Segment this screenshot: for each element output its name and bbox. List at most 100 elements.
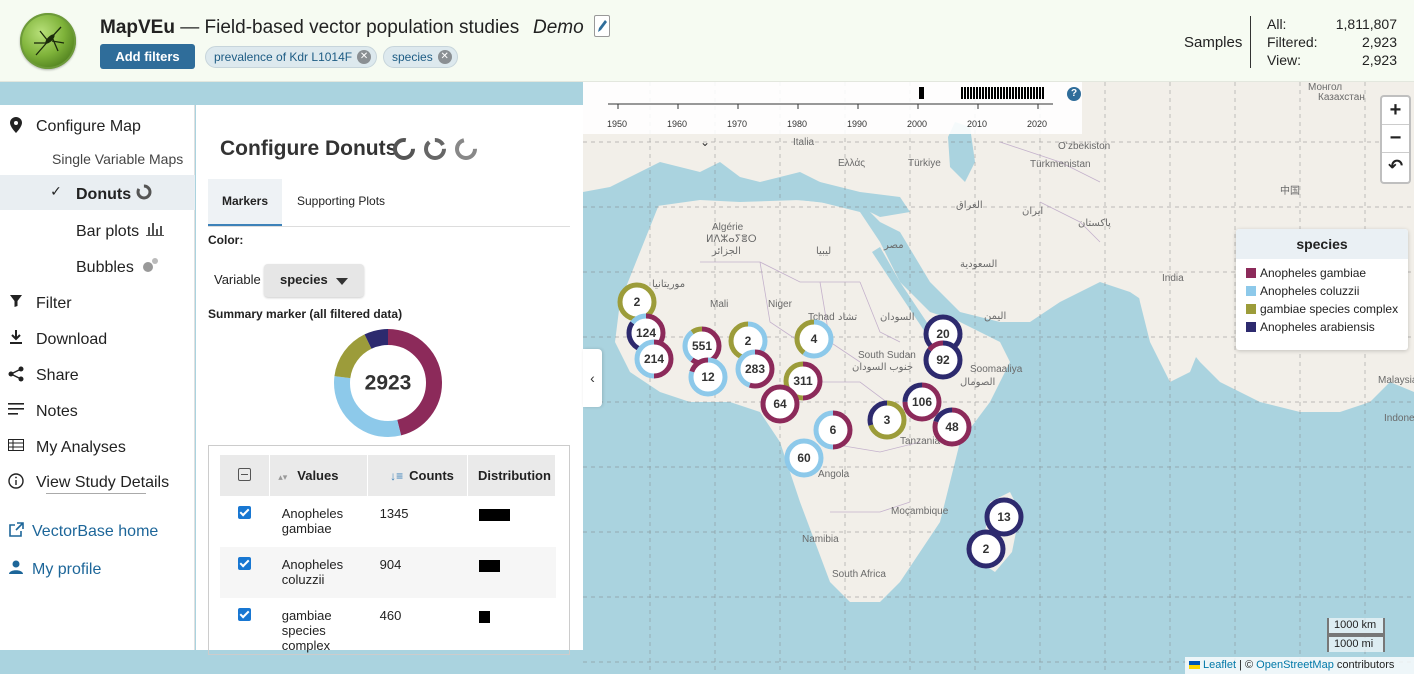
- count-cell: 460: [379, 608, 402, 623]
- map-place-label: جنوب السودان: [852, 362, 914, 373]
- donut-marker[interactable]: 283: [735, 349, 775, 389]
- map-place-label: South Africa: [832, 569, 886, 580]
- sidebar-item-filter[interactable]: Filter: [0, 284, 195, 320]
- donut-marker[interactable]: 214: [634, 339, 674, 379]
- collapse-panel-button[interactable]: ‹: [583, 349, 602, 407]
- values-table: ▴▾ Values ↓≡ Counts Distribution Anopheles…: [220, 455, 556, 653]
- sidebar-item-label: Share: [36, 367, 79, 384]
- sidebar-item-donuts[interactable]: ✓ Donuts: [0, 175, 195, 210]
- tab-supporting-plots[interactable]: Supporting Plots: [296, 194, 386, 208]
- map-place-label: الصومال: [960, 377, 996, 388]
- donut-segment: [626, 313, 666, 353]
- donut-segment: [334, 329, 442, 437]
- marker-count: 48: [945, 420, 959, 434]
- legend-item: gambiae species complex: [1236, 300, 1408, 318]
- marker-count: 64: [773, 397, 787, 411]
- map-place-label: South Sudan: [858, 350, 916, 361]
- donut-marker[interactable]: 311: [783, 361, 823, 401]
- map-scale: 1000 km 1000 mi: [1327, 618, 1385, 652]
- tab-markers[interactable]: Markers: [208, 179, 282, 227]
- donut-segment: [813, 410, 853, 450]
- zoom-in-button[interactable]: +: [1382, 97, 1409, 125]
- chevron-down-icon[interactable]: ⌄: [700, 135, 711, 149]
- osm-link[interactable]: OpenStreetMap: [1256, 659, 1334, 671]
- leaflet-link[interactable]: Leaflet: [1203, 659, 1237, 671]
- brand-name: MapVEu: [100, 17, 175, 38]
- sort-icon[interactable]: ▴▾: [278, 472, 288, 482]
- sidebar-item-my-analyses[interactable]: My Analyses: [0, 428, 195, 464]
- values-header[interactable]: ▴▾ Values: [269, 455, 369, 496]
- map-place-label: اليمن: [984, 311, 1007, 322]
- pencil-icon[interactable]: [594, 15, 610, 37]
- counts-header[interactable]: ↓≡ Counts: [367, 455, 468, 496]
- timeline-slider[interactable]: 1950 1960 1970 1980 1990 2000 2010 2020: [583, 82, 1082, 134]
- map-place-label: پاکستان: [1078, 218, 1111, 229]
- attribution-separator: | ©: [1236, 659, 1257, 671]
- checkmark-icon: ✓: [50, 183, 62, 199]
- legend-label: Anopheles gambiae: [1260, 266, 1367, 280]
- marker-count: 4: [811, 332, 818, 346]
- remove-filter-icon[interactable]: ✕: [437, 50, 452, 64]
- donut-marker[interactable]: 92: [923, 340, 963, 380]
- summary-marker-label: Summary marker (all filtered data): [208, 307, 403, 321]
- map-place-label: India: [1162, 273, 1184, 284]
- donut-marker[interactable]: 6: [813, 410, 853, 450]
- map-place-label: Indonesia: [1384, 413, 1414, 424]
- configure-donuts-panel: Configure Donuts Markers Supporting Plot…: [196, 105, 583, 655]
- donut-marker[interactable]: 4: [794, 319, 834, 359]
- sidebar-item-share[interactable]: Share: [0, 356, 195, 392]
- count-cell: 1345: [379, 506, 409, 521]
- filter-chip[interactable]: prevalence of Kdr L1014F ✕: [205, 46, 378, 68]
- zoom-control: + − ↶: [1380, 95, 1411, 184]
- marker-count: 311: [793, 374, 813, 388]
- vectorbase-home-link[interactable]: VectorBase home: [0, 512, 195, 548]
- donut-segment: [923, 340, 963, 380]
- year-tick: 1950: [607, 119, 628, 129]
- sidebar-item-bubbles[interactable]: Bubbles: [0, 248, 195, 284]
- sidebar-item-notes[interactable]: Notes: [0, 392, 195, 428]
- select-all-checkbox[interactable]: [238, 467, 252, 481]
- donut-marker[interactable]: 60: [784, 438, 824, 478]
- samples-filtered: Filtered: 2,923: [1267, 34, 1397, 50]
- marker-count: 13: [997, 510, 1011, 524]
- legend-swatch: [1246, 286, 1256, 296]
- map-place-label: Türkmenistan: [1030, 159, 1091, 170]
- donut-marker[interactable]: 13: [984, 497, 1024, 537]
- select-all-header[interactable]: [220, 455, 271, 496]
- reset-view-button[interactable]: ↶: [1387, 156, 1404, 176]
- sidebar-item-view-study-details[interactable]: View Study Details: [0, 463, 195, 499]
- my-profile-link[interactable]: My profile: [0, 550, 195, 586]
- donut-marker[interactable]: 3: [867, 400, 907, 440]
- sidebar-item-download[interactable]: Download: [0, 320, 195, 356]
- donut-segment: [984, 497, 1024, 537]
- row-checkbox[interactable]: [238, 608, 252, 621]
- donut-segment: [634, 339, 674, 379]
- donut-marker[interactable]: 48: [932, 407, 972, 447]
- app-header: MapVEu — Field-based vector population s…: [0, 0, 1414, 82]
- zoom-out-button[interactable]: −: [1382, 125, 1409, 153]
- remove-filter-icon[interactable]: ✕: [357, 50, 372, 64]
- help-icon[interactable]: ?: [1067, 87, 1081, 101]
- donut-marker[interactable]: 106: [902, 382, 942, 422]
- marker-count: 20: [936, 327, 950, 341]
- donut-marker[interactable]: 12: [688, 357, 728, 397]
- sidebar-item-bar-plots[interactable]: Bar plots: [0, 212, 195, 248]
- add-filters-button[interactable]: Add filters: [100, 44, 195, 69]
- filter-chip[interactable]: species ✕: [383, 46, 458, 68]
- year-tick: 1960: [667, 119, 688, 129]
- sort-desc-icon[interactable]: ↓≡: [390, 469, 404, 483]
- donut-segment: [688, 357, 728, 397]
- sidebar-item-configure-map[interactable]: Configure Map: [0, 107, 195, 143]
- donut-marker[interactable]: 2: [966, 529, 1006, 569]
- variable-select[interactable]: species: [264, 264, 364, 297]
- donut-marker[interactable]: 64: [760, 384, 800, 424]
- legend-label: Anopheles coluzzii: [1260, 284, 1360, 298]
- sidebar-item-label: Configure Map: [36, 118, 141, 135]
- year-tick: 2000: [907, 119, 928, 129]
- sidebar-nav: Configure Map Single Variable Maps ✓ Don…: [0, 105, 195, 650]
- row-checkbox[interactable]: [238, 557, 252, 570]
- mosquito-logo-icon[interactable]: [20, 13, 76, 69]
- donut-segment: [682, 326, 722, 366]
- row-checkbox[interactable]: [238, 506, 252, 519]
- map-place-label: Türkiye: [908, 158, 941, 169]
